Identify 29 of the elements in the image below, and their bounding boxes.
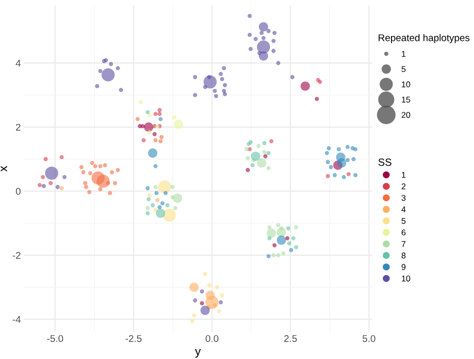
- legend-label: 5: [402, 66, 406, 72]
- x-tick-label: 2.5: [284, 335, 297, 342]
- legend-label: 8: [402, 252, 406, 258]
- legend-label: 10: [402, 276, 410, 282]
- legend-label: 20: [402, 112, 410, 118]
- x-tick-label: 0.0: [206, 335, 218, 342]
- y-tick-label: 0: [16, 188, 21, 195]
- y-tick-label: -2: [12, 252, 20, 259]
- legend-label: 7: [402, 241, 406, 247]
- text: Repeated haplotypes: [378, 34, 470, 44]
- x-tick-label: 5.0: [362, 335, 376, 342]
- legend-label: 3: [402, 194, 406, 201]
- y-tick-label: 4: [16, 60, 21, 67]
- legend-label: 10: [402, 81, 410, 88]
- text: SS: [378, 158, 392, 166]
- y-tick-label: -4: [12, 316, 21, 323]
- y-tick-label: 2: [16, 124, 20, 131]
- legend-label: 15: [402, 96, 410, 103]
- legend-label: 9: [402, 264, 406, 270]
- x-tick-label: -5.0: [47, 335, 64, 342]
- legend-label: 1: [402, 172, 406, 178]
- legend-label: 4: [401, 206, 406, 212]
- legend-label: 1: [402, 50, 406, 57]
- x-tick-label: -2.5: [126, 335, 142, 342]
- legend-label: 2: [402, 183, 406, 190]
- x-axis-title: y: [194, 349, 201, 358]
- legend-label: 5: [402, 218, 406, 224]
- y-axis-title: x: [0, 166, 8, 172]
- legend-label: 6: [402, 230, 406, 236]
